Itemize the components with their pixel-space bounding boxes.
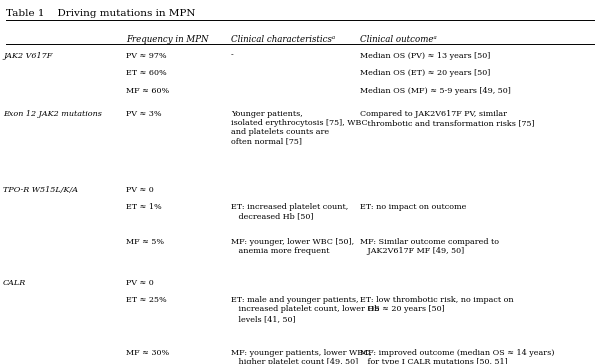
Text: MF ≈ 30%: MF ≈ 30% [126,349,169,357]
Text: Exon 12 JAK2 mutations: Exon 12 JAK2 mutations [3,110,102,118]
Text: Younger patients,
isolated erythrocytosis [75], WBC
and platelets counts are
oft: Younger patients, isolated erythrocytosi… [231,110,368,146]
Text: Clinical characteristicsᵃ: Clinical characteristicsᵃ [231,35,335,44]
Text: Median OS (ET) ≈ 20 years [50]: Median OS (ET) ≈ 20 years [50] [360,69,490,77]
Text: CALR: CALR [3,279,26,287]
Text: ET ≈ 25%: ET ≈ 25% [126,296,167,304]
Text: JAK2 V617F: JAK2 V617F [3,52,52,60]
Text: TPO-R W515L/K/A: TPO-R W515L/K/A [3,186,78,194]
Text: Median OS (PV) ≈ 13 years [50]: Median OS (PV) ≈ 13 years [50] [360,52,490,60]
Text: MF: improved outcome (median OS ≈ 14 years)
   for type I CALR mutations [50, 51: MF: improved outcome (median OS ≈ 14 yea… [360,349,554,364]
Text: MF: Similar outcome compared to
   JAK2V617F MF [49, 50]: MF: Similar outcome compared to JAK2V617… [360,238,499,255]
Text: -: - [231,52,234,60]
Text: MF ≈ 60%: MF ≈ 60% [126,87,169,95]
Text: MF: younger, lower WBC [50],
   anemia more frequent: MF: younger, lower WBC [50], anemia more… [231,238,354,255]
Text: ET: low thrombotic risk, no impact on
   OS ≈ 20 years [50]: ET: low thrombotic risk, no impact on OS… [360,296,514,313]
Text: ET ≈ 60%: ET ≈ 60% [126,69,167,77]
Text: PV ≈ 3%: PV ≈ 3% [126,110,161,118]
Text: ET: increased platelet count,
   decreased Hb [50]: ET: increased platelet count, decreased … [231,203,348,220]
Text: PV ≈ 97%: PV ≈ 97% [126,52,167,60]
Text: PV ≈ 0: PV ≈ 0 [126,279,154,287]
Text: ET: male and younger patients,
   increased platelet count, lower Hb
   levels [: ET: male and younger patients, increased… [231,296,379,323]
Text: Frequency in MPN: Frequency in MPN [126,35,209,44]
Text: ET: no impact on outcome: ET: no impact on outcome [360,203,466,211]
Text: MF: younger patients, lower WBC,
   higher platelet count [49, 50]: MF: younger patients, lower WBC, higher … [231,349,371,364]
Text: Clinical outcomeᵃ: Clinical outcomeᵃ [360,35,437,44]
Text: Median OS (MF) ≈ 5-9 years [49, 50]: Median OS (MF) ≈ 5-9 years [49, 50] [360,87,511,95]
Text: PV ≈ 0: PV ≈ 0 [126,186,154,194]
Text: Table 1    Driving mutations in MPN: Table 1 Driving mutations in MPN [6,9,196,18]
Text: ET ≈ 1%: ET ≈ 1% [126,203,162,211]
Text: MF ≈ 5%: MF ≈ 5% [126,238,164,246]
Text: Compared to JAK2V617F PV, similar
   thrombotic and transformation risks [75]: Compared to JAK2V617F PV, similar thromb… [360,110,535,127]
